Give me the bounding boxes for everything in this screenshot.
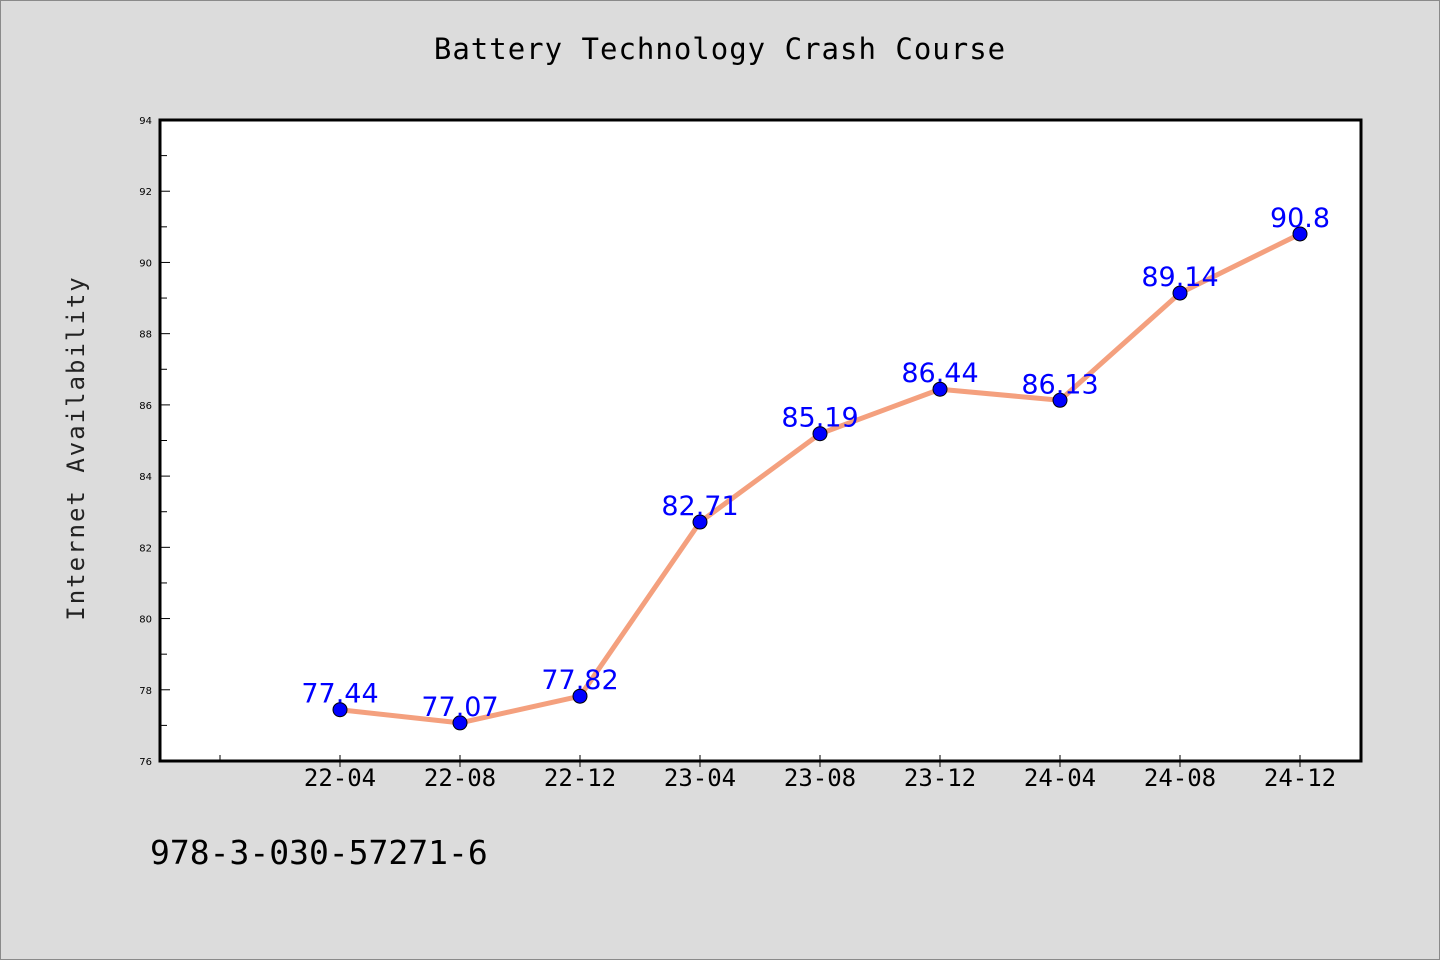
data-label: 90.8 [1270,203,1330,234]
y-tick-label: 90 [139,258,152,269]
data-label: 82.71 [661,491,738,522]
data-point [1292,226,1308,242]
footer-code: 978-3-030-57271-6 [150,833,488,872]
y-tick-label: 76 [139,757,152,768]
data-label: 89.14 [1141,262,1218,293]
data-label: 85.19 [781,403,858,434]
y-tick-label: 94 [139,116,152,127]
x-tick-label: 22-04 [304,764,376,792]
data-point [812,426,828,442]
data-label: 77.44 [301,679,378,710]
data-label: 77.82 [541,665,618,696]
y-tick-label: 88 [139,330,152,341]
y-tick-label: 80 [139,615,152,626]
plot-area [160,120,1361,761]
data-label: 86.44 [901,358,978,389]
x-tick-label: 24-12 [1264,764,1336,792]
y-tick-label: 84 [139,472,152,483]
x-tick-label: 23-08 [784,764,856,792]
data-point [692,514,708,530]
x-tick-label: 23-12 [904,764,976,792]
data-point [332,702,348,718]
data-point [1172,285,1188,301]
x-tick-label: 24-04 [1024,764,1096,792]
y-tick-label: 86 [139,401,152,412]
y-tick-label: 78 [139,686,152,697]
chart-title: Battery Technology Crash Course [433,32,1007,66]
data-label: 77.07 [421,692,498,723]
x-tick-label: 22-12 [544,764,616,792]
data-label: 86.13 [1021,369,1098,400]
plot-border [158,118,1363,763]
data-point [572,688,588,704]
x-tick-label: 24-08 [1144,764,1216,792]
x-tick-label: 22-08 [424,764,496,792]
y-tick-label: 92 [139,187,152,198]
x-tick-label: 23-04 [664,764,736,792]
y-tick-label: 82 [139,543,152,554]
data-point [1052,392,1068,408]
data-point [452,715,468,731]
data-point [932,381,948,397]
